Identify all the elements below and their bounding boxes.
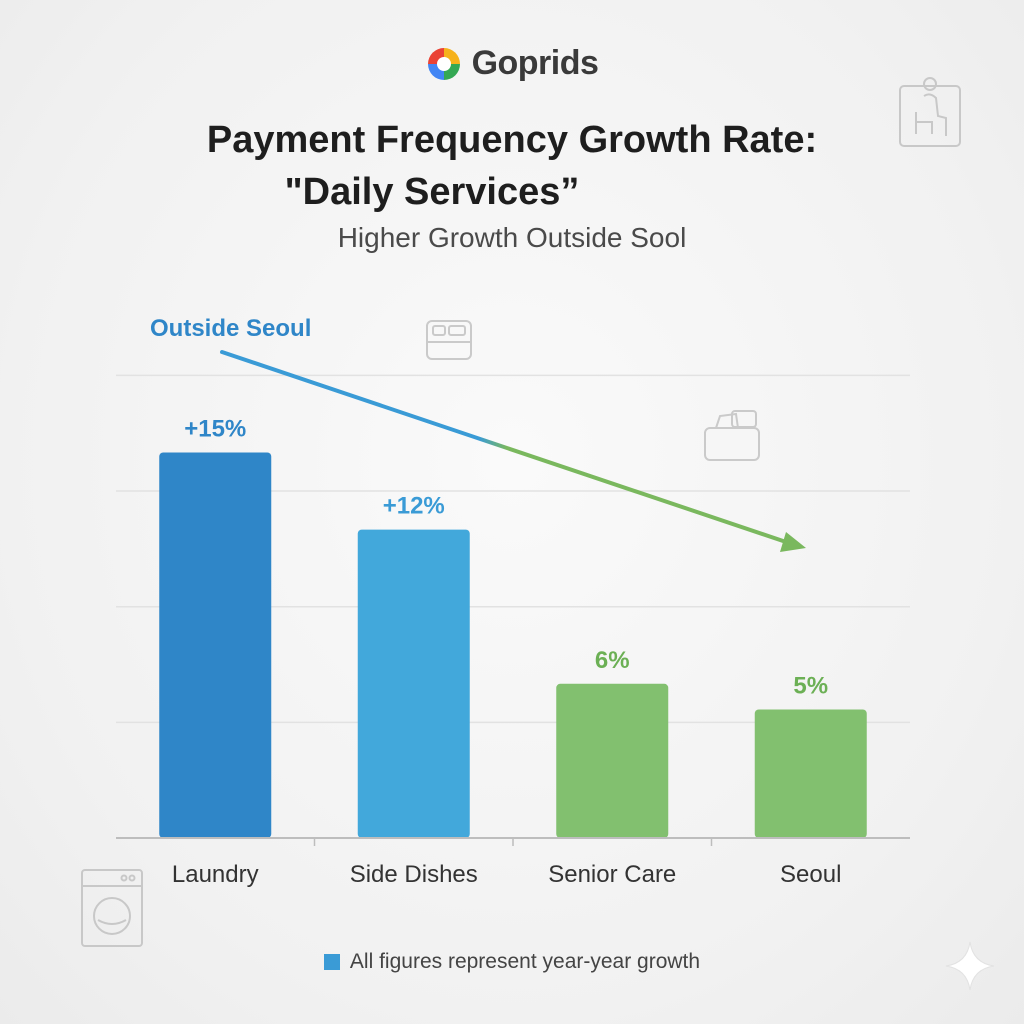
senior-care-icon [899, 77, 961, 147]
value-label: +12% [383, 493, 445, 520]
legend: All figures represent year-year growth [0, 950, 1024, 974]
bar-senior-care [556, 683, 669, 838]
x-axis: Laundry Side Dishes Senior Care Seoul [116, 837, 910, 888]
category-label: Senior Care [548, 861, 676, 888]
brand-header: Goprids [0, 44, 1024, 83]
category-label: Seoul [780, 861, 841, 888]
bar-side-dishes [357, 529, 470, 838]
annotation-label: Outside Seoul [150, 315, 311, 342]
chart-subtitle: Higher Growth Outside Sool [337, 222, 687, 253]
brand-name: Goprids [471, 44, 599, 82]
bar-seoul [754, 709, 867, 838]
chart-title: Payment Frequency Growth Rate: "Daily Se… [0, 114, 1024, 218]
chart-title-line2: "Daily Services” [284, 171, 580, 213]
goprids-logo-icon [427, 47, 460, 80]
trend-annotation: Outside Seoul [150, 315, 806, 552]
chart-title-line1: Payment Frequency Growth Rate: [206, 119, 818, 161]
food-box-icon [704, 410, 760, 461]
sparkle-icon [945, 941, 995, 991]
legend-swatch [323, 954, 340, 970]
value-label: 6% [595, 647, 630, 674]
bars [159, 452, 867, 838]
washing-machine-icon [81, 869, 143, 947]
trend-arrow-line [220, 350, 794, 546]
trend-arrow-head [780, 532, 806, 552]
meal-tray-icon [426, 320, 472, 360]
legend-text: All figures represent year-year growth [349, 950, 701, 973]
value-label: 5% [793, 673, 828, 700]
value-labels: +15% +12% 6% 5% [184, 416, 828, 700]
value-label: +15% [184, 416, 246, 443]
bar-laundry [159, 452, 272, 838]
category-label: Side Dishes [350, 861, 478, 888]
category-label: Laundry [172, 861, 259, 888]
